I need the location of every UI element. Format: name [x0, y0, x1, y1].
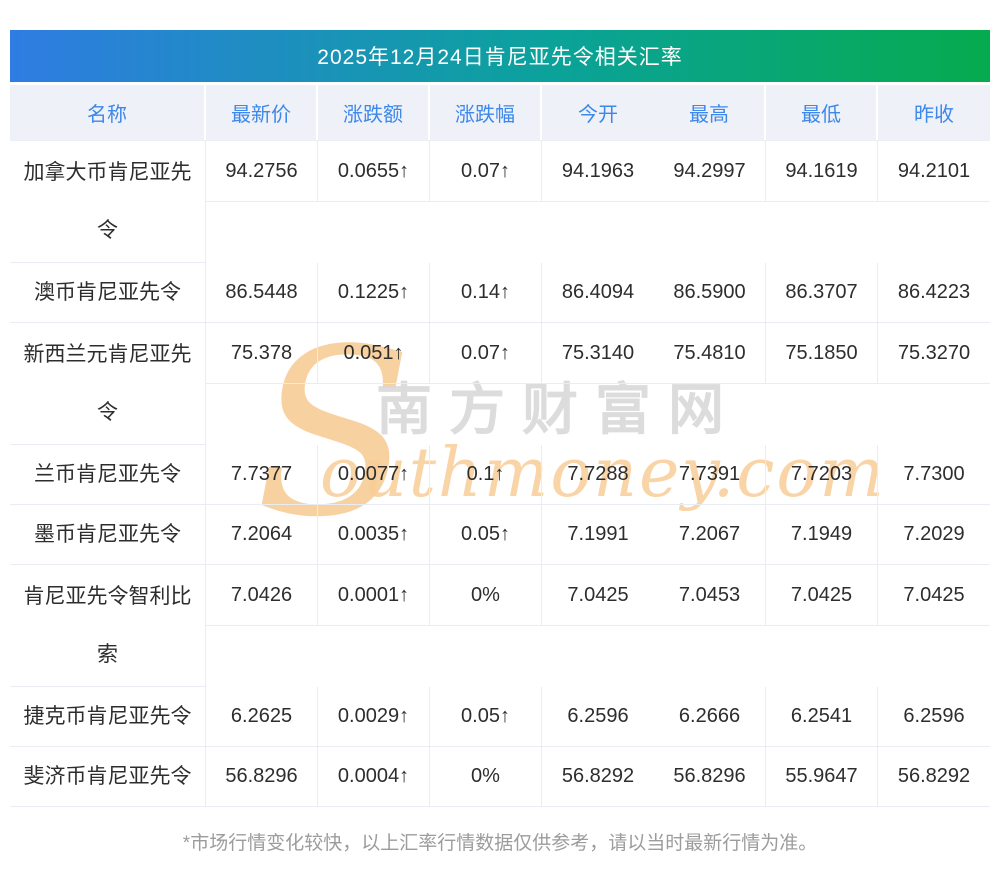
currency-name-cell: 捷克币肯尼亚先令 — [10, 687, 206, 747]
table-row: 肯尼亚先令智利比 索 7.0426 0.0001↑ 0% 7.0425 7.04… — [10, 565, 990, 687]
column-header-name: 名称 — [10, 85, 206, 140]
change-amount-cell: 0.0035↑ — [318, 505, 430, 565]
low-cell: 6.2541 — [766, 687, 878, 747]
change-percent-cell: 0.07↑ — [430, 323, 542, 384]
table-body: 加拿大币肯尼亚先 令 94.2756 0.0655↑ 0.07↑ 94.1963… — [10, 140, 990, 807]
latest-price-cell: 6.2625 — [206, 687, 318, 747]
open-cell: 86.4094 — [542, 263, 654, 323]
high-cell: 7.0453 — [654, 565, 766, 626]
change-amount-cell: 0.0655↑ — [318, 141, 430, 202]
row-filler — [206, 202, 990, 263]
high-cell: 86.5900 — [654, 263, 766, 323]
change-percent-cell: 0% — [430, 747, 542, 807]
table-row: 墨币肯尼亚先令 7.2064 0.0035↑ 0.05↑ 7.1991 7.20… — [10, 505, 990, 565]
open-cell: 75.3140 — [542, 323, 654, 384]
row-filler — [206, 384, 990, 445]
high-cell: 75.4810 — [654, 323, 766, 384]
latest-price-cell: 7.7377 — [206, 445, 318, 505]
low-cell: 55.9647 — [766, 747, 878, 807]
prev-close-cell: 7.2029 — [878, 505, 990, 565]
high-cell: 56.8296 — [654, 747, 766, 807]
change-amount-cell: 0.1225↑ — [318, 263, 430, 323]
column-header-open: 今开 — [578, 104, 618, 126]
latest-price-cell: 7.0426 — [206, 565, 318, 626]
latest-price-cell: 56.8296 — [206, 747, 318, 807]
column-header-low: 最低 — [766, 85, 878, 140]
change-percent-cell: 0.1↑ — [430, 445, 542, 505]
table-title-bar: 2025年12月24日肯尼亚先令相关汇率 — [10, 30, 990, 82]
change-amount-cell: 0.0001↑ — [318, 565, 430, 626]
open-cell: 6.2596 — [542, 687, 654, 747]
currency-name-cell: 新西兰元肯尼亚先 令 — [10, 323, 206, 445]
currency-name-cell: 肯尼亚先令智利比 索 — [10, 565, 206, 687]
change-percent-cell: 0.14↑ — [430, 263, 542, 323]
prev-close-cell: 7.0425 — [878, 565, 990, 626]
prev-close-cell: 94.2101 — [878, 141, 990, 202]
column-header-high: 最高 — [654, 85, 766, 140]
change-amount-cell: 0.0004↑ — [318, 747, 430, 807]
column-header-latest-price: 最新价 — [206, 85, 318, 140]
open-cell: 94.1963 — [542, 141, 654, 202]
currency-name-cell: 墨币肯尼亚先令 — [10, 505, 206, 565]
change-percent-cell: 0.05↑ — [430, 505, 542, 565]
high-cell: 7.7391 — [654, 445, 766, 505]
currency-name-cell: 兰币肯尼亚先令 — [10, 445, 206, 505]
table-row: 加拿大币肯尼亚先 令 94.2756 0.0655↑ 0.07↑ 94.1963… — [10, 141, 990, 263]
change-percent-cell: 0% — [430, 565, 542, 626]
latest-price-cell: 7.2064 — [206, 505, 318, 565]
change-percent-cell: 0.07↑ — [430, 141, 542, 202]
rate-table-panel: 2025年12月24日肯尼亚先令相关汇率 名称 最新价 涨跌额 涨跌幅 今开 最… — [10, 30, 990, 855]
low-cell: 7.7203 — [766, 445, 878, 505]
prev-close-cell: 56.8292 — [878, 747, 990, 807]
low-cell: 75.1850 — [766, 323, 878, 384]
latest-price-cell: 75.378 — [206, 323, 318, 384]
low-cell: 86.3707 — [766, 263, 878, 323]
prev-close-cell: 75.3270 — [878, 323, 990, 384]
high-cell: 6.2666 — [654, 687, 766, 747]
change-percent-cell: 0.05↑ — [430, 687, 542, 747]
column-header-change-amount: 涨跌额 — [318, 85, 430, 140]
prev-close-cell: 86.4223 — [878, 263, 990, 323]
low-cell: 94.1619 — [766, 141, 878, 202]
table-row: 新西兰元肯尼亚先 令 75.378 0.051↑ 0.07↑ 75.3140 7… — [10, 323, 990, 445]
change-amount-cell: 0.0077↑ — [318, 445, 430, 505]
high-cell: 94.2997 — [654, 141, 766, 202]
table-row: 捷克币肯尼亚先令 6.2625 0.0029↑ 0.05↑ 6.2596 6.2… — [10, 687, 990, 747]
open-cell: 7.1991 — [542, 505, 654, 565]
column-header-change-percent: 涨跌幅 — [430, 85, 542, 140]
low-cell: 7.1949 — [766, 505, 878, 565]
table-row: 澳币肯尼亚先令 86.5448 0.1225↑ 0.14↑ 86.4094 86… — [10, 263, 990, 323]
open-cell: 7.0425 — [542, 565, 654, 626]
open-cell: 7.7288 — [542, 445, 654, 505]
table-title: 2025年12月24日肯尼亚先令相关汇率 — [317, 46, 683, 69]
latest-price-cell: 94.2756 — [206, 141, 318, 202]
currency-name-cell: 澳币肯尼亚先令 — [10, 263, 206, 323]
change-amount-cell: 0.0029↑ — [318, 687, 430, 747]
table-row: 斐济币肯尼亚先令 56.8296 0.0004↑ 0% 56.8292 56.8… — [10, 747, 990, 807]
currency-name-cell: 斐济币肯尼亚先令 — [10, 747, 206, 807]
column-header-prev-close: 昨收 — [914, 104, 954, 126]
disclaimer-footnote: *市场行情变化较快，以上汇率行情数据仅供参考，请以当时最新行情为准。 — [182, 833, 818, 854]
table-row: 兰币肯尼亚先令 7.7377 0.0077↑ 0.1↑ 7.7288 7.739… — [10, 445, 990, 505]
open-cell: 56.8292 — [542, 747, 654, 807]
currency-name-cell: 加拿大币肯尼亚先 令 — [10, 141, 206, 263]
row-filler — [206, 626, 990, 687]
prev-close-cell: 6.2596 — [878, 687, 990, 747]
table-header-row: 名称 最新价 涨跌额 涨跌幅 今开 最高 最低 昨收 — [10, 85, 990, 140]
high-cell: 7.2067 — [654, 505, 766, 565]
low-cell: 7.0425 — [766, 565, 878, 626]
prev-close-cell: 7.7300 — [878, 445, 990, 505]
latest-price-cell: 86.5448 — [206, 263, 318, 323]
change-amount-cell: 0.051↑ — [318, 323, 430, 384]
